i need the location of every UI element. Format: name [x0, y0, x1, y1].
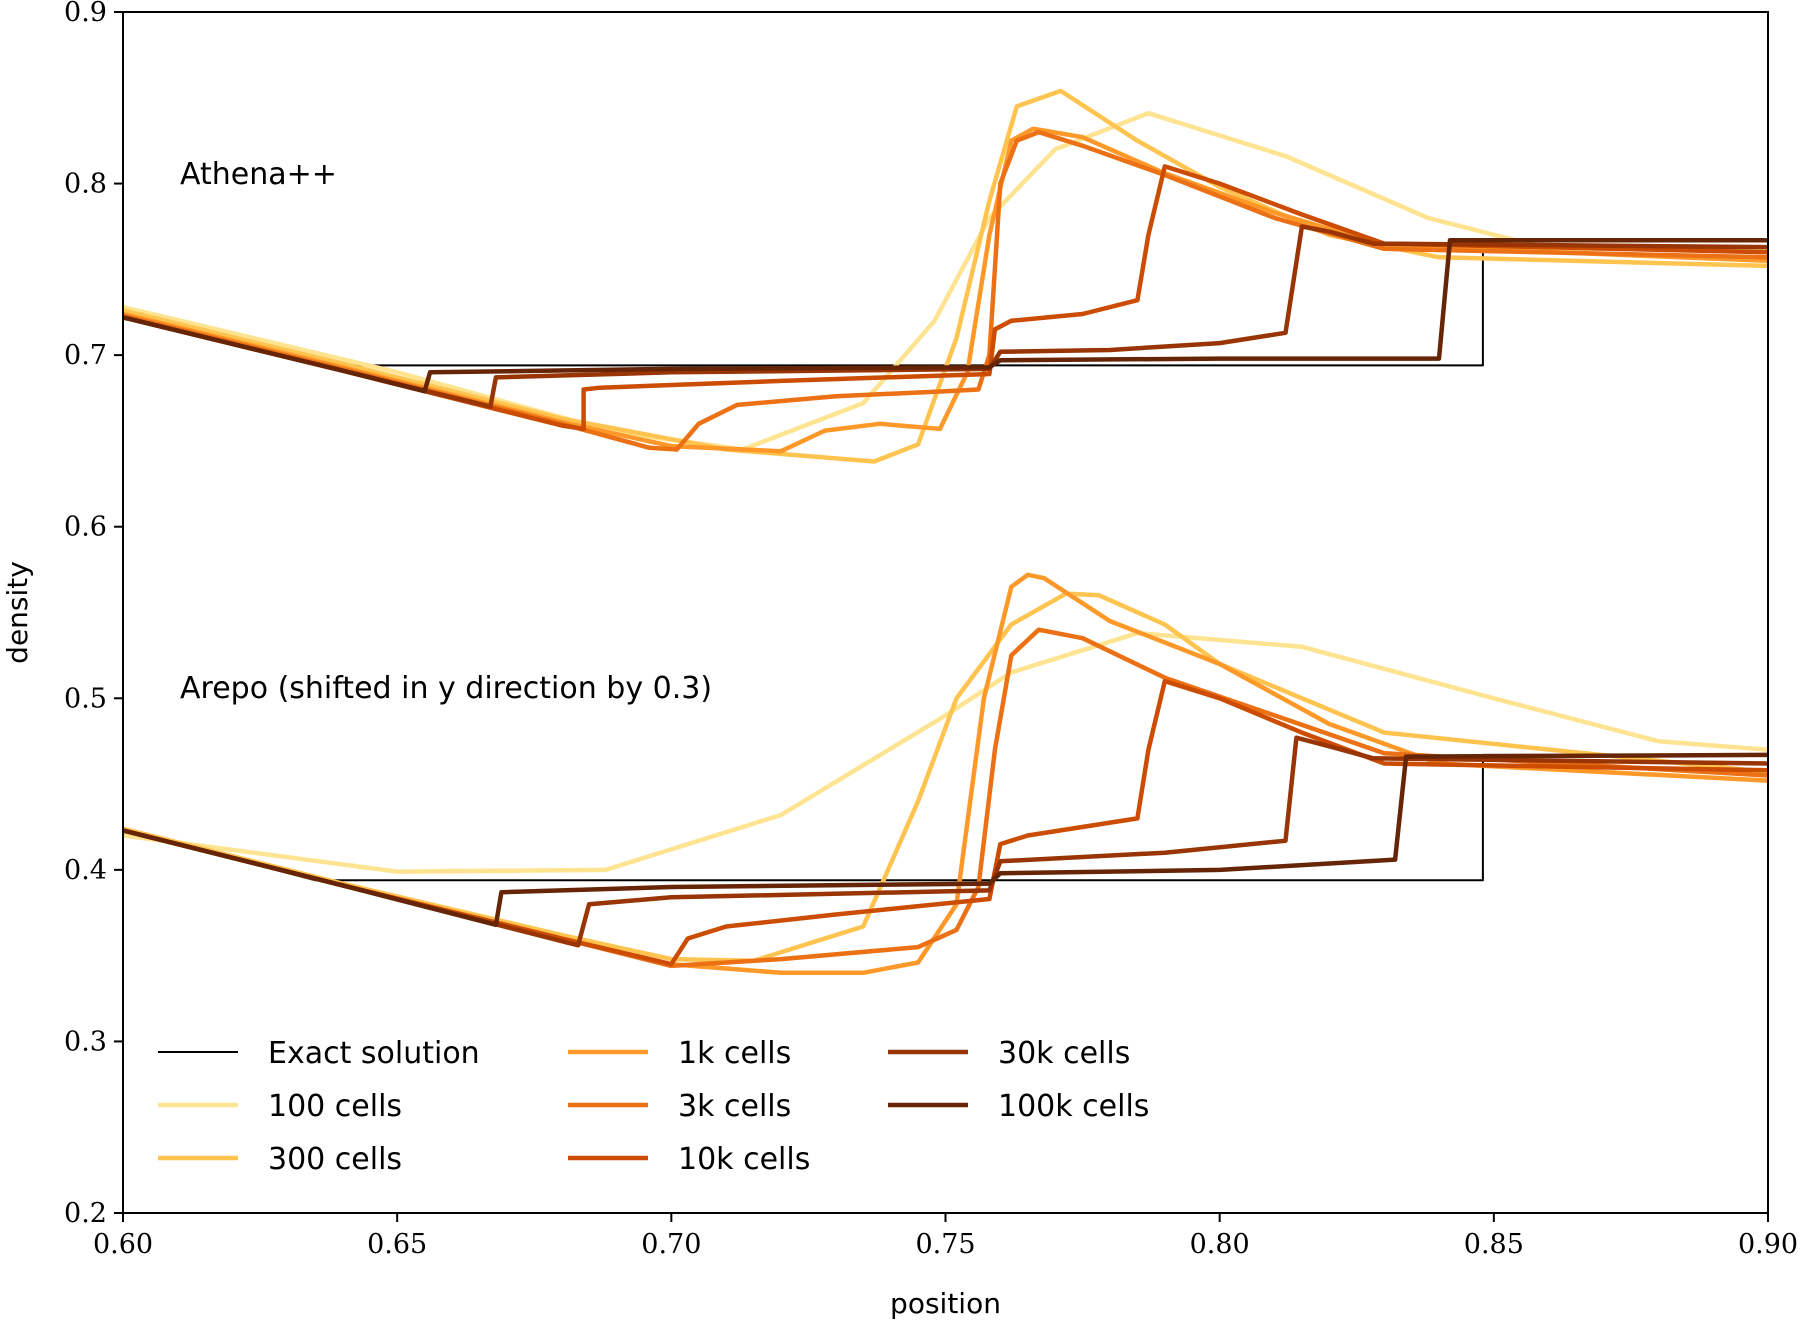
- legend-label: 300 cells: [268, 1142, 402, 1177]
- x-tick-label: 0.70: [641, 1229, 701, 1260]
- series-line-arepo-100k-cells: [123, 752, 1768, 928]
- tick-layer: 0.60 0.65 0.70 0.75 0.80 0.85 0.90 0.2 0.3 0.4 0.5…: [64, 0, 1798, 1260]
- series-layer: [123, 88, 1768, 976]
- series-line-athena-100k-cells: [123, 237, 1768, 394]
- y-tick-label: 0.2: [64, 1198, 107, 1229]
- athena-annotation: Athena++: [180, 157, 337, 192]
- series-line-athena-1k-cells: [123, 126, 1768, 454]
- legend-label: 1k cells: [678, 1036, 791, 1071]
- series-line-arepo-10k-cells: [123, 678, 1768, 967]
- legend-label: 3k cells: [678, 1089, 791, 1124]
- y-tick-label: 0.5: [64, 683, 107, 714]
- series-line-arepo-1k-cells: [123, 572, 1768, 976]
- series-line-arepo-exact-solution: [123, 753, 1768, 882]
- legend-label: 10k cells: [678, 1142, 810, 1177]
- legend-label: 100 cells: [268, 1089, 402, 1124]
- x-axis-label: position: [890, 1287, 1001, 1320]
- legend-label: 100k cells: [998, 1089, 1149, 1124]
- series-line-athena-30k-cells: [123, 224, 1768, 409]
- x-tick-label: 0.65: [367, 1229, 427, 1260]
- x-tick-label: 0.80: [1190, 1229, 1250, 1260]
- plot-frame: [122, 11, 1769, 1214]
- series-line-athena-100-cells: [123, 110, 1768, 452]
- x-tick-label: 0.60: [93, 1229, 153, 1260]
- legend-label: 30k cells: [998, 1036, 1130, 1071]
- y-tick-label: 0.3: [64, 1026, 107, 1057]
- series-line-athena-10k-cells: [123, 164, 1768, 432]
- y-tick-label: 0.8: [64, 169, 107, 200]
- y-axis-label: density: [1, 561, 34, 664]
- y-tick-label: 0.9: [64, 0, 107, 28]
- y-tick-label: 0.4: [64, 855, 107, 886]
- series-line-athena-3k-cells: [123, 129, 1768, 452]
- x-tick-label: 0.85: [1464, 1229, 1524, 1260]
- series-line-athena-300-cells: [123, 88, 1768, 464]
- y-tick-label: 0.6: [64, 512, 107, 543]
- series-line-arepo-100-cells: [123, 630, 1768, 874]
- legend: Exact solution 100 cells 300 cells 1k cells…: [158, 1036, 1149, 1177]
- series-line-arepo-300-cells: [123, 591, 1768, 964]
- series-line-arepo-30k-cells: [123, 735, 1768, 948]
- arepo-annotation: Arepo (shifted in y direction by 0.3): [180, 671, 712, 706]
- legend-label: Exact solution: [268, 1036, 480, 1071]
- y-tick-label: 0.7: [64, 340, 107, 371]
- x-tick-label: 0.90: [1738, 1229, 1798, 1260]
- x-tick-label: 0.75: [915, 1229, 975, 1260]
